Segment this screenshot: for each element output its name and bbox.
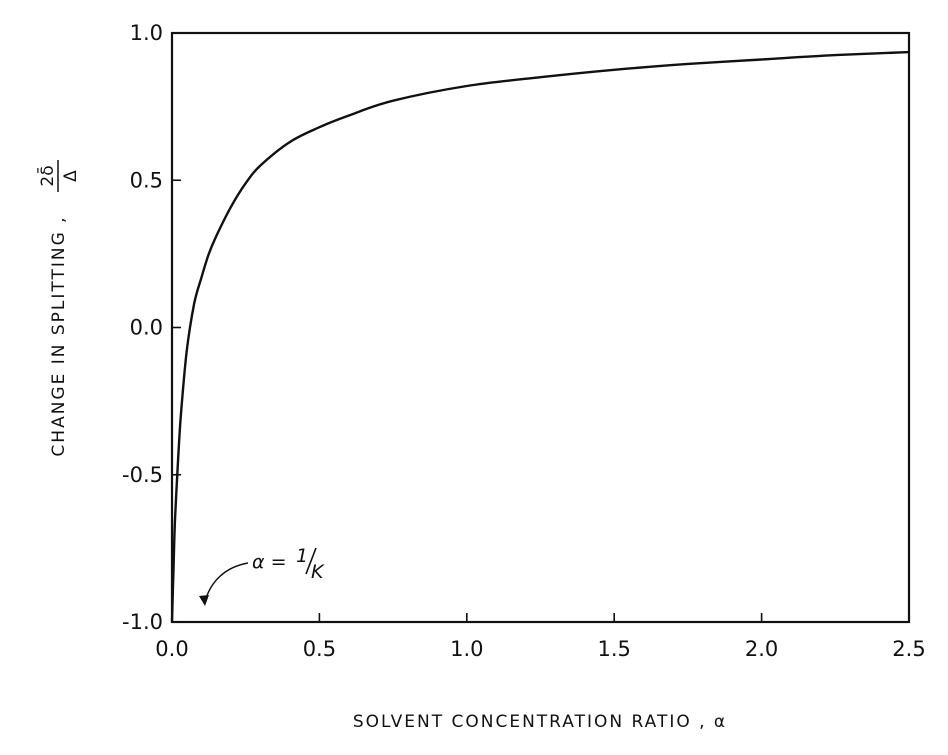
series-layer — [170, 50, 910, 623]
annotation-arrow — [204, 562, 249, 603]
y-axis-fraction-denominator: Δ — [61, 170, 81, 182]
x-tick-label: 2.0 — [745, 637, 778, 661]
y-tick-label: -0.5 — [122, 463, 163, 487]
annotation-k: K — [311, 561, 325, 583]
x-tick-label: 0.5 — [303, 637, 336, 661]
annotation: α = 1 K — [199, 545, 325, 606]
y-tick-label: 1.0 — [130, 21, 163, 45]
annotation-arrowhead — [199, 595, 209, 606]
y-axis-fraction-numerator: 2δ̄ — [36, 165, 58, 186]
plot-frame — [170, 31, 911, 624]
x-axis-ticks: 0.0 0.5 1.0 1.5 2.0 2.5 — [155, 613, 926, 661]
x-tick-label: 0.0 — [155, 637, 188, 661]
y-tick-label: -1.0 — [122, 610, 163, 634]
x-tick-label: 2.5 — [892, 637, 925, 661]
x-tick-label: 1.5 — [597, 637, 630, 661]
y-tick-label: 0.5 — [130, 168, 163, 192]
y-tick-label: 0.0 — [130, 316, 163, 340]
x-axis-title: SOLVENT CONCENTRATION RATIO , α — [353, 712, 727, 732]
x-tick-label: 1.0 — [450, 637, 483, 661]
annotation-slash — [305, 547, 317, 575]
annotation-alpha-label: α = — [252, 551, 286, 573]
y-axis-title-group: CHANGE IN SPLITTING , 2δ̄ Δ — [36, 160, 81, 457]
plot-frame-rect — [170, 31, 911, 624]
annotation-one: 1 — [296, 545, 308, 567]
y-axis-title: CHANGE IN SPLITTING , — [49, 215, 69, 456]
y-axis-ticks: -1.0 -0.5 0.0 0.5 1.0 — [122, 21, 181, 634]
series-line — [170, 50, 910, 623]
